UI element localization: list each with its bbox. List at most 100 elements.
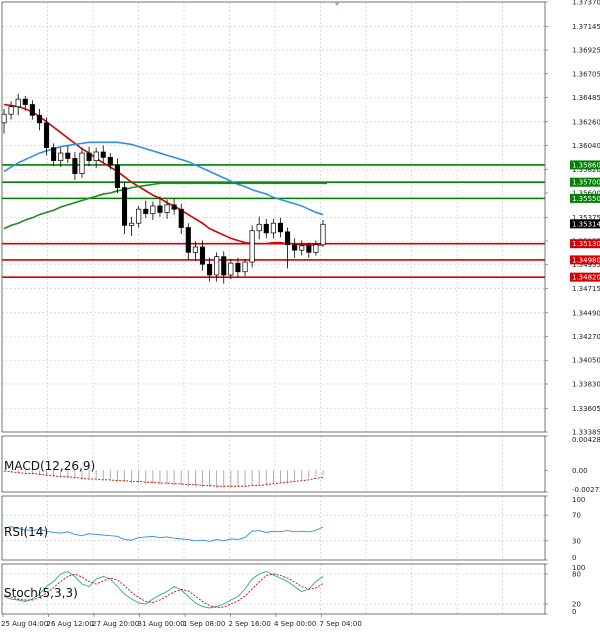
candle-body-up xyxy=(270,222,276,234)
time-tick-label: 7 Sep 04:00 xyxy=(320,620,362,628)
moving-average-line xyxy=(3,182,327,230)
level-label: 1.35130 xyxy=(572,240,600,248)
time-tick-label: 2 Sep 16:00 xyxy=(229,620,271,628)
candle-body-up xyxy=(192,246,198,253)
level-badge xyxy=(570,255,600,265)
candle-body-up xyxy=(214,256,220,276)
candle-body-down xyxy=(235,262,241,273)
price-tick-label: 1.36925 xyxy=(572,47,600,55)
candle-body-down xyxy=(157,205,163,213)
candle-body-down xyxy=(277,222,284,233)
candle[interactable] xyxy=(214,252,220,282)
price-tick-label: 1.34715 xyxy=(572,285,600,293)
candle[interactable] xyxy=(100,145,106,163)
candle-body-down xyxy=(221,256,227,276)
candle[interactable] xyxy=(150,201,156,220)
candle[interactable] xyxy=(313,240,319,256)
candle[interactable] xyxy=(299,240,305,256)
candle[interactable] xyxy=(22,95,28,111)
candle[interactable] xyxy=(36,108,42,131)
stoch-signal-line xyxy=(3,573,324,608)
price-tick-label: 1.34050 xyxy=(572,357,600,365)
candle-body-down xyxy=(114,164,120,188)
candle[interactable] xyxy=(207,257,213,282)
price-pane[interactable] xyxy=(1,93,545,284)
candle[interactable] xyxy=(136,205,142,228)
candle[interactable] xyxy=(79,147,85,178)
candle[interactable] xyxy=(58,147,64,168)
candle[interactable] xyxy=(285,227,291,269)
indicator-pane-frame xyxy=(1,495,546,561)
candle[interactable] xyxy=(164,199,170,219)
candle[interactable] xyxy=(228,258,234,280)
candle-body-down xyxy=(121,187,128,226)
candle[interactable] xyxy=(171,198,177,215)
candle[interactable] xyxy=(43,117,50,156)
candle-body-down xyxy=(263,223,269,234)
stoch-main-line xyxy=(3,570,324,609)
candle-body-up xyxy=(150,205,156,214)
candle[interactable] xyxy=(263,218,269,239)
indicator-tick-label: 0.004285 xyxy=(572,436,600,444)
candle[interactable] xyxy=(306,242,312,258)
candle[interactable] xyxy=(143,200,149,218)
level-label: 1.34980 xyxy=(572,256,600,264)
candle[interactable] xyxy=(1,108,7,134)
candle-body-up xyxy=(136,208,142,224)
price-tick-label: 1.33385 xyxy=(572,429,600,437)
level-badge xyxy=(570,177,600,187)
candle[interactable] xyxy=(320,219,326,247)
candle[interactable] xyxy=(242,258,248,277)
candle[interactable] xyxy=(107,153,113,170)
candle[interactable] xyxy=(157,196,163,217)
candle-body-down xyxy=(51,147,57,161)
candle[interactable] xyxy=(51,143,57,167)
candle-body-down xyxy=(306,245,312,253)
candle-body-down xyxy=(86,152,92,161)
candle[interactable] xyxy=(185,223,191,260)
candle-body-up xyxy=(93,151,99,161)
price-tick-label: 1.34490 xyxy=(572,309,600,317)
candle[interactable] xyxy=(221,251,227,284)
price-tick-label: 1.34270 xyxy=(572,333,600,341)
scroll-marker-icon[interactable] xyxy=(334,2,340,6)
candle[interactable] xyxy=(121,182,128,234)
candle[interactable] xyxy=(270,218,276,239)
candle[interactable] xyxy=(72,151,78,181)
candle[interactable] xyxy=(256,216,262,240)
price-tick-label: 1.35600 xyxy=(572,189,600,197)
labels: 1.35860 1.35700 1.35550 1.35130 1.34980 1.348… xyxy=(4,160,600,600)
candle-body-up xyxy=(8,106,14,115)
candle[interactable] xyxy=(29,100,35,120)
indicator-tick-label: 100 xyxy=(572,496,585,504)
indicator-tick-label: -0.00272 xyxy=(572,486,600,494)
candle[interactable] xyxy=(249,225,255,268)
candle[interactable] xyxy=(178,203,184,234)
indicator-tick-label: 0.00 xyxy=(572,467,588,475)
time-tick-label: 4 Sep 00:00 xyxy=(274,620,316,628)
candle[interactable] xyxy=(86,146,92,167)
candle[interactable] xyxy=(199,240,206,271)
candle-body-down xyxy=(185,227,191,253)
candle[interactable] xyxy=(192,241,198,261)
price-tick-label: 1.35375 xyxy=(572,214,600,222)
candle[interactable] xyxy=(129,216,135,237)
candle[interactable] xyxy=(65,145,71,163)
price-tick-label: 1.34935 xyxy=(572,261,600,269)
indicator-tick-label: 70 xyxy=(572,512,581,520)
candle[interactable] xyxy=(277,217,284,238)
candle[interactable] xyxy=(114,158,120,193)
candle[interactable] xyxy=(8,101,14,120)
candle[interactable] xyxy=(15,93,21,116)
candle[interactable] xyxy=(235,257,241,278)
indicator-pane-frame xyxy=(1,435,546,493)
time-tick-label: 27 Aug 20:00 xyxy=(92,620,139,628)
candle-body-down xyxy=(43,122,50,149)
candle[interactable] xyxy=(93,147,99,169)
indicator-tick-label: 80 xyxy=(572,571,581,579)
candle[interactable] xyxy=(292,238,298,258)
candle-body-up xyxy=(164,204,170,213)
candle-body-down xyxy=(22,98,28,105)
